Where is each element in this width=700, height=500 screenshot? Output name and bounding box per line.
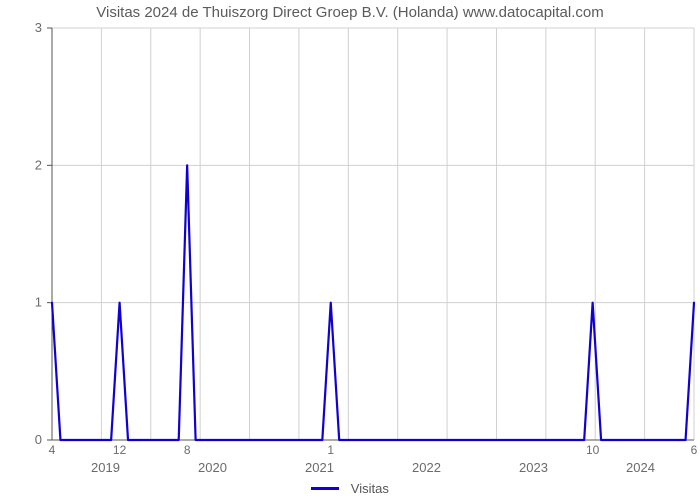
y-tick-label: 0 — [35, 432, 42, 447]
x-year-label: 2021 — [305, 460, 334, 475]
x-sub-label: 10 — [586, 443, 600, 457]
x-sub-label: 8 — [184, 443, 191, 457]
x-year-label: 2023 — [519, 460, 548, 475]
chart-svg: 012341281106201920202021202220232024 — [0, 0, 700, 500]
y-tick-label: 2 — [35, 157, 42, 172]
x-sub-label: 4 — [49, 443, 56, 457]
chart-container: Visitas 2024 de Thuiszorg Direct Groep B… — [0, 0, 700, 500]
y-tick-label: 3 — [35, 20, 42, 35]
x-year-label: 2020 — [198, 460, 227, 475]
legend: Visitas — [0, 480, 700, 496]
legend-swatch — [311, 487, 339, 490]
x-sub-label: 1 — [327, 443, 334, 457]
legend-label: Visitas — [351, 481, 389, 496]
x-sub-label: 12 — [113, 443, 127, 457]
x-sub-label: 6 — [691, 443, 698, 457]
x-year-label: 2019 — [91, 460, 120, 475]
y-tick-label: 1 — [35, 295, 42, 310]
x-year-label: 2024 — [626, 460, 655, 475]
x-year-label: 2022 — [412, 460, 441, 475]
